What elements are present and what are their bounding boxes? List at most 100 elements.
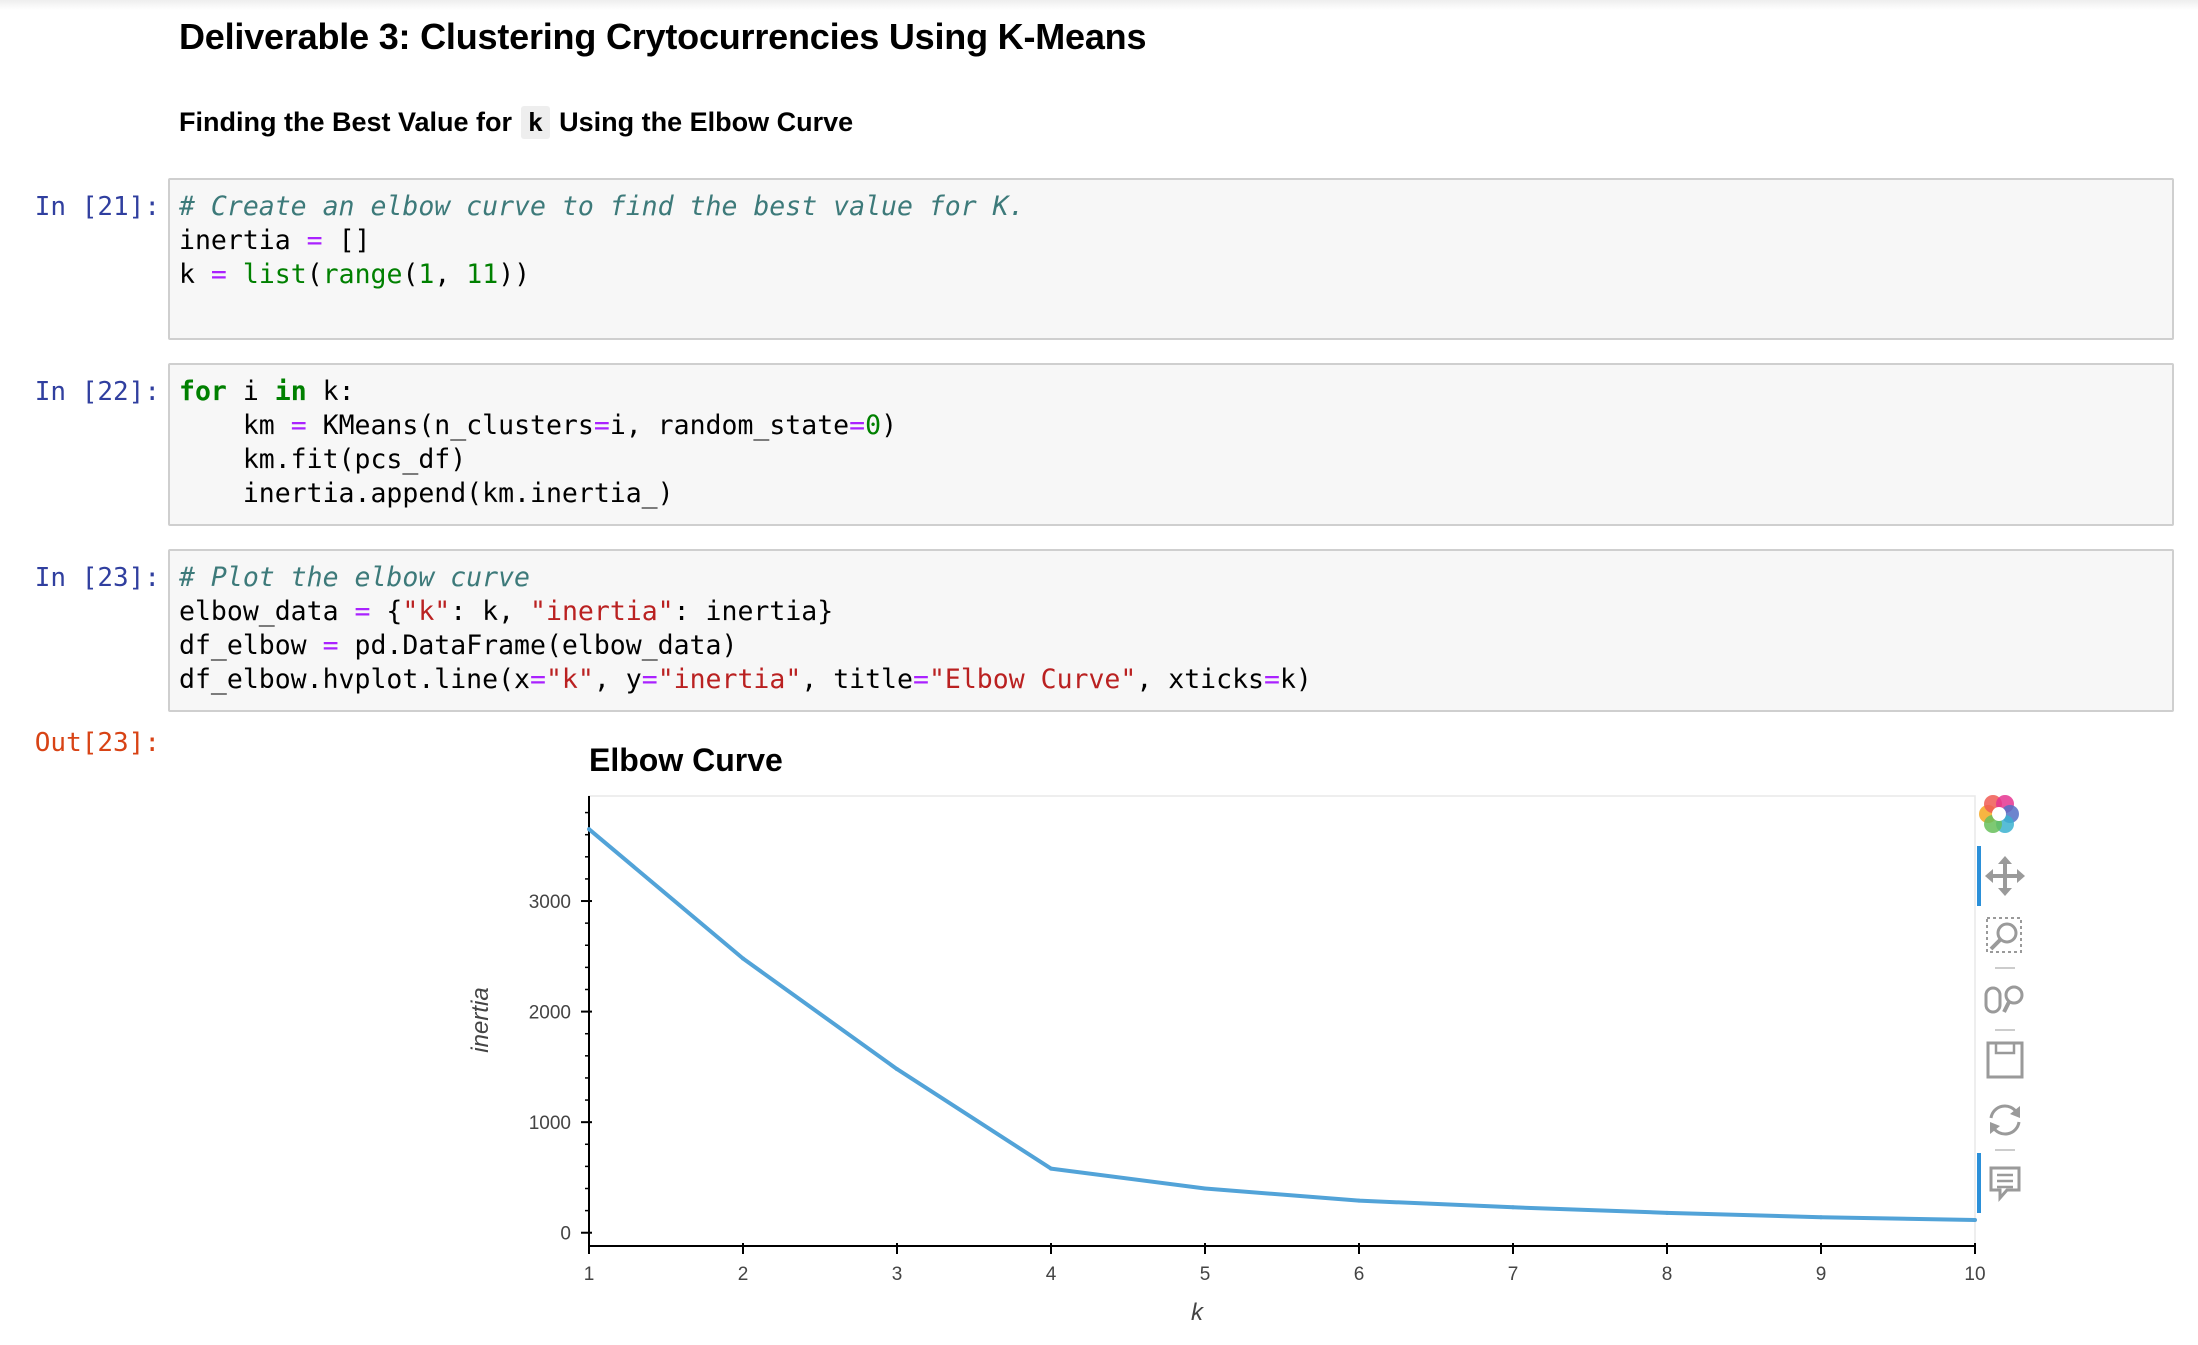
code-token: "inertia" bbox=[657, 664, 802, 695]
code-token: in bbox=[274, 376, 307, 407]
x-axis-label: k bbox=[1191, 1299, 1205, 1326]
code-line: df_elbow = pd.DataFrame(elbow_data) bbox=[179, 630, 737, 661]
code-token: km.fit(pcs_df) bbox=[179, 444, 467, 475]
code-cell-22[interactable]: for i in k: km = KMeans(n_clusters=i, ra… bbox=[168, 363, 2174, 526]
code-token: ( bbox=[402, 259, 419, 290]
inertia-point bbox=[895, 1067, 899, 1072]
inertia-point bbox=[1049, 1166, 1053, 1171]
code-token: inertia.append(km.inertia_) bbox=[179, 478, 674, 509]
code-token: "inertia" bbox=[530, 596, 674, 627]
code-token: = bbox=[1264, 664, 1280, 695]
code-cell-23-source[interactable]: # Plot the elbow curve elbow_data = {"k"… bbox=[170, 551, 2172, 697]
x-tick-label: 10 bbox=[1964, 1264, 1985, 1285]
code-token: [] bbox=[322, 225, 371, 256]
code-token: 11 bbox=[466, 259, 499, 290]
code-token: , bbox=[434, 259, 467, 290]
code-token: k bbox=[179, 259, 211, 290]
cell-21-prompt: In [21]: bbox=[34, 192, 160, 222]
chart-axes: 0 1000 2000 3000 1 2 3 4 5 6 7 8 9 10 bbox=[529, 796, 1986, 1285]
code-token: = bbox=[530, 664, 546, 695]
code-token: for bbox=[179, 376, 227, 407]
code-token: = bbox=[210, 259, 227, 290]
code-token: "Elbow Curve" bbox=[928, 664, 1137, 695]
code-token: : k, bbox=[450, 596, 531, 627]
code-token: = bbox=[641, 664, 658, 695]
code-token: pd.DataFrame(elbow_data) bbox=[338, 630, 738, 661]
code-token: ) bbox=[881, 410, 898, 441]
code-token: df_elbow bbox=[179, 630, 323, 661]
code-token: i, random_state bbox=[609, 410, 850, 441]
pan-tool-icon[interactable] bbox=[1985, 856, 2025, 896]
code-token: "k" bbox=[545, 664, 594, 695]
code-token: 1 bbox=[418, 259, 435, 290]
code-token: i bbox=[226, 376, 275, 407]
code-token: = bbox=[593, 410, 610, 441]
pan-active-indicator bbox=[1977, 846, 1981, 906]
cell-22-prompt: In [22]: bbox=[34, 377, 160, 407]
code-token: k: bbox=[306, 376, 355, 407]
code-token: = bbox=[306, 225, 323, 256]
code-token: range bbox=[322, 259, 403, 290]
code-token: "k" bbox=[402, 596, 451, 627]
chart-toolbar bbox=[1977, 795, 2025, 1213]
code-token bbox=[227, 259, 243, 290]
notebook-top-shadow bbox=[0, 0, 2198, 10]
code-token: k) bbox=[1279, 664, 1312, 695]
code-token: = bbox=[290, 410, 307, 441]
code-line: # Plot the elbow curve bbox=[179, 562, 530, 593]
x-tick-label: 3 bbox=[892, 1264, 903, 1285]
y-tick-label: 0 bbox=[560, 1224, 571, 1245]
code-token: KMeans(n_clusters bbox=[306, 410, 594, 441]
code-line: km.fit(pcs_df) bbox=[179, 444, 466, 475]
code-token: # Create an elbow curve to find the best… bbox=[179, 191, 1025, 222]
reset-tool-icon[interactable] bbox=[1989, 1104, 2021, 1136]
code-token: ( bbox=[306, 259, 323, 290]
code-line: inertia = [] bbox=[179, 225, 370, 256]
x-tick-label: 9 bbox=[1816, 1264, 1827, 1285]
y-tick-label: 1000 bbox=[529, 1113, 571, 1134]
subheading-inline-code: k bbox=[521, 106, 551, 139]
notebook-heading: Deliverable 3: Clustering Crytocurrencie… bbox=[179, 16, 1147, 57]
output-23-prompt: Out[23]: bbox=[34, 728, 160, 758]
code-line: km = KMeans(n_clusters=i, random_state=0… bbox=[179, 410, 897, 441]
chart-series bbox=[587, 827, 1977, 1223]
code-token: km bbox=[179, 410, 291, 441]
code-cell-23[interactable]: # Plot the elbow curve elbow_data = {"k"… bbox=[168, 549, 2174, 712]
elbow-curve-chart[interactable]: Elbow Curve 0 1000 2000 3000 1 2 3 4 5 6 7 8 9 10 ine… bbox=[168, 730, 2174, 1340]
subheading-text-after: Using the Elbow Curve bbox=[559, 107, 854, 137]
code-token: )) bbox=[498, 259, 531, 290]
code-line: k = list(range(1, 11)) bbox=[179, 259, 530, 290]
x-tick-label: 5 bbox=[1200, 1264, 1211, 1285]
y-tick-label: 3000 bbox=[529, 892, 571, 913]
code-token: inertia bbox=[179, 225, 307, 256]
code-token: # Plot the elbow curve bbox=[179, 562, 530, 593]
y-axis-label: inertia bbox=[467, 987, 494, 1052]
x-tick-label: 2 bbox=[738, 1264, 749, 1285]
code-line: # Create an elbow curve to find the best… bbox=[179, 191, 1025, 222]
code-token: 0 bbox=[865, 410, 882, 441]
inertia-point bbox=[1665, 1210, 1669, 1215]
code-cell-21[interactable]: # Create an elbow curve to find the best… bbox=[168, 178, 2174, 340]
save-tool-icon[interactable] bbox=[1986, 1041, 2024, 1079]
x-tick-label: 4 bbox=[1046, 1264, 1057, 1285]
box-zoom-tool-icon[interactable] bbox=[1986, 917, 2022, 953]
hover-tool-icon[interactable] bbox=[1989, 1166, 2021, 1202]
code-cell-22-source[interactable]: for i in k: km = KMeans(n_clusters=i, ra… bbox=[170, 365, 2172, 511]
chart-title: Elbow Curve bbox=[589, 742, 783, 778]
inertia-point bbox=[1973, 1218, 1977, 1223]
bokeh-logo-icon[interactable] bbox=[1979, 795, 2019, 833]
code-cell-21-source[interactable]: # Create an elbow curve to find the best… bbox=[170, 180, 2172, 292]
x-tick-label: 1 bbox=[584, 1264, 595, 1285]
code-line: for i in k: bbox=[179, 376, 355, 407]
wheel-zoom-tool-icon[interactable] bbox=[1984, 985, 2024, 1014]
code-token: df_elbow.hvplot.line(x bbox=[179, 664, 530, 695]
cell-23-prompt: In [23]: bbox=[34, 563, 160, 593]
code-token: , title bbox=[801, 664, 913, 695]
inertia-point bbox=[1203, 1186, 1207, 1191]
code-line: inertia.append(km.inertia_) bbox=[179, 478, 674, 509]
code-token: = bbox=[322, 630, 339, 661]
cell-23-output: Elbow Curve 0 1000 2000 3000 1 2 3 4 5 6 7 8 9 10 ine… bbox=[168, 730, 2174, 1340]
plot-frame[interactable] bbox=[588, 795, 1976, 1247]
inertia-point bbox=[587, 827, 591, 832]
code-token: { bbox=[370, 596, 403, 627]
